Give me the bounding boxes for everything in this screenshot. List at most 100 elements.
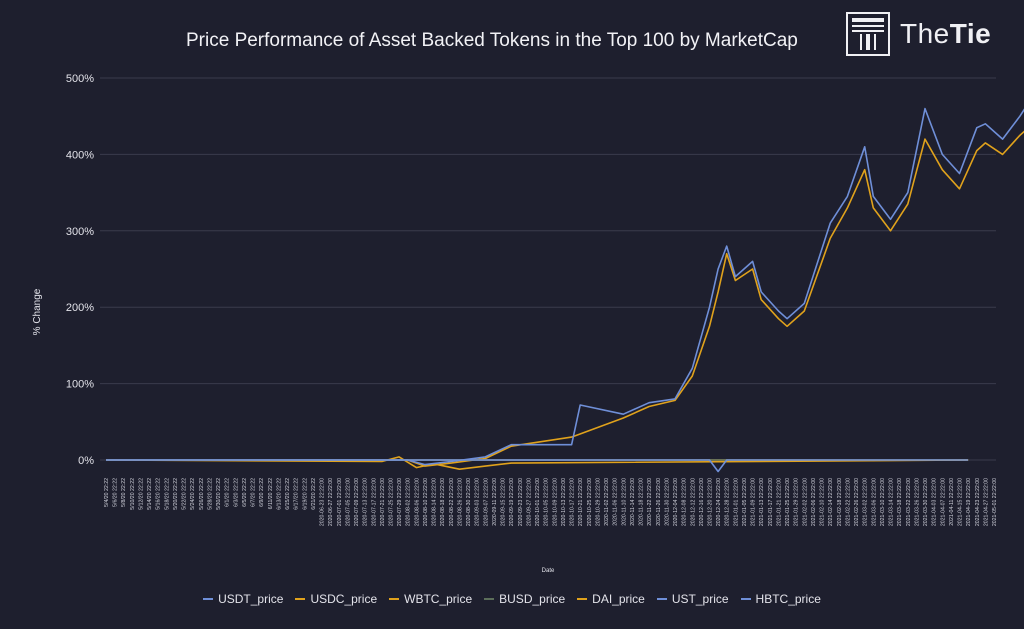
x-tick-label: 5/12/20 22:22 [138,478,144,510]
x-tick-label: 5/26/20 22:22 [199,478,205,510]
legend-swatch [484,598,495,600]
x-tick-label: 2020-08-18 22:22:00 [440,478,446,526]
x-tick-label: 2021-03-18 22:22:00 [897,478,903,526]
x-tick-label: 2021-01-17 22:22:00 [768,478,774,526]
x-tick-label: 2020-12-24 22:22:00 [716,478,722,526]
x-tick-label: 2020-08-30 22:22:00 [466,478,472,526]
legend-swatch [389,598,400,600]
x-tick-label: 2021-01-09 22:22:00 [751,478,757,526]
x-tick-label: 2020-11-14 22:22:00 [630,478,636,526]
y-axis-label: % Change [32,288,43,335]
x-tick-label: 2020-06-27 22:22:00 [328,478,334,526]
x-tick-label: 2020-09-07 22:22:00 [483,478,489,526]
x-tick-label: 2020-10-13 22:22:00 [561,478,567,526]
x-tick-label: 6/21/20 22:22 [311,478,317,510]
y-tick-label: 500% [66,73,94,85]
x-tick-label: 2020-07-29 22:22:00 [397,478,403,526]
x-tick-label: 2020-07-25 22:22:00 [389,478,395,526]
legend-swatch [577,598,588,600]
legend-label: USDT_price [218,592,284,606]
x-tick-label: 2020-11-06 22:22:00 [613,478,619,526]
x-tick-label: 5/10/20 22:22 [130,478,136,510]
x-tick-label: 2020-06-23 22:22:00 [320,478,326,526]
legend-label: DAI_price [592,592,645,606]
x-tick-label: 5/24/20 22:22 [190,478,196,510]
x-tick-label: 6/1/20 22:22 [225,478,231,507]
x-tick-label: 2020-12-08 22:22:00 [682,478,688,526]
x-tick-label: 5/20/20 22:22 [173,478,179,510]
y-tick-label: 300% [66,226,94,238]
x-tick-label: 2020-07-13 22:22:00 [363,478,369,526]
legend-item[interactable]: BUSD_price [484,592,565,606]
x-tick-label: 2020-09-19 22:22:00 [509,478,515,526]
legend-swatch [740,598,751,600]
legend-item[interactable]: WBTC_price [389,592,472,606]
x-tick-label: 2021-05-01 22:22:00 [992,478,998,526]
x-tick-label: 2021-02-02 22:22:00 [802,478,808,526]
x-tick-label: 2021-04-07 22:22:00 [940,478,946,526]
x-tick-label: 2020-10-29 22:22:00 [595,478,601,526]
x-tick-label: 2021-03-02 22:22:00 [863,478,869,526]
legend-swatch [203,598,214,600]
x-tick-label: 2020-10-09 22:22:00 [552,478,558,526]
x-tick-label: 2021-04-15 22:22:00 [958,478,964,526]
x-tick-label: 2020-09-27 22:22:00 [526,478,532,526]
x-tick-label: 6/19/20 22:22 [302,478,308,510]
x-tick-label: 6/15/20 22:22 [285,478,291,510]
legend-item[interactable]: USDT_price [203,592,283,606]
x-tick-label: 2021-01-13 22:22:00 [759,478,765,526]
x-tick-label: 2020-07-21 22:22:00 [380,478,386,526]
x-tick-label: 2020-11-18 22:22:00 [639,478,645,526]
x-tick-label: 2020-12-28 22:22:00 [725,478,731,526]
x-tick-label: 2021-03-06 22:22:00 [871,478,877,526]
x-tick-label: 6/5/20 22:22 [242,478,248,507]
x-tick-label: 2020-08-26 22:22:00 [457,478,463,526]
x-tick-label: 2021-03-30 22:22:00 [923,478,929,526]
x-tick-label: 6/7/20 22:22 [251,478,257,507]
x-tick-label: 5/16/20 22:22 [156,478,162,510]
legend-swatch [656,598,667,600]
x-tick-label: 2020-08-02 22:22:00 [406,478,412,526]
x-tick-label: 2020-08-10 22:22:00 [423,478,429,526]
legend-item[interactable]: USDC_price [295,592,377,606]
x-tick-label: 2020-10-25 22:22:00 [587,478,593,526]
x-tick-label: 2021-04-03 22:22:00 [932,478,938,526]
x-tick-label: 2021-02-22 22:22:00 [845,478,851,526]
x-tick-label: 5/28/20 22:22 [207,478,213,510]
legend-item[interactable]: UST_price [656,592,729,606]
series-line-dai-price [105,456,969,471]
chart-title: Price Performance of Asset Backed Tokens… [186,30,798,51]
x-tick-label: 2021-03-22 22:22:00 [906,478,912,526]
series-line-ust-price [106,459,969,473]
series-line-hbtc-price [106,107,1024,466]
x-tick-label: 2021-01-25 22:22:00 [785,478,791,526]
y-tick-label: 200% [66,302,94,314]
x-tick-label: 2020-12-12 22:22:00 [690,478,696,526]
x-tick-label: 2021-03-10 22:22:00 [880,478,886,526]
x-tick-label: 2020-10-21 22:22:00 [578,478,584,526]
x-axis-label: Date [542,568,555,574]
x-tick-label: 2021-02-18 22:22:00 [837,478,843,526]
x-tick-label: 2021-02-14 22:22:00 [828,478,834,526]
x-tick-label: 2020-10-01 22:22:00 [535,478,541,526]
brand-name-light: The [900,18,950,49]
legend-label: WBTC_price [404,592,473,606]
x-tick-label: 2020-09-23 22:22:00 [518,478,524,526]
x-tick-label: 2021-03-14 22:22:00 [889,478,895,526]
x-tick-label: 5/6/20 22:22 [113,478,119,507]
brand-mark-icon [846,12,890,56]
x-tick-label: 2020-10-17 22:22:00 [570,478,576,526]
x-tick-label: 2020-11-02 22:22:00 [604,478,610,526]
legend-item[interactable]: DAI_price [577,592,645,606]
x-tick-label: 2021-02-26 22:22:00 [854,478,860,526]
x-tick-label: 2020-09-15 22:22:00 [501,478,507,526]
x-tick-label: 2021-01-21 22:22:00 [776,478,782,526]
x-tick-label: 2020-12-20 22:22:00 [707,478,713,526]
x-tick-label: 2020-07-05 22:22:00 [345,478,351,526]
x-tick-label: 5/18/20 22:22 [164,478,170,510]
x-tick-label: 2021-04-23 22:22:00 [975,478,981,526]
legend-item[interactable]: HBTC_price [740,592,821,606]
x-tick-label: 2020-07-17 22:22:00 [371,478,377,526]
x-tick-label: 2020-11-10 22:22:00 [621,478,627,526]
x-tick-label: 6/13/20 22:22 [276,478,282,510]
